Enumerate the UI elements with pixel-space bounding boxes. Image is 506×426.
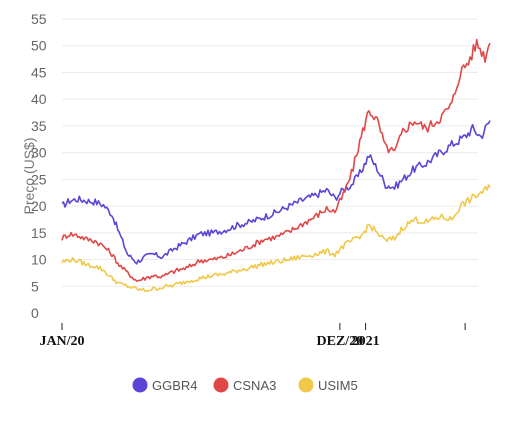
- y-tick-label: 35: [31, 118, 47, 134]
- legend-item-usim5[interactable]: USIM5: [298, 377, 358, 394]
- gridlines: [62, 18, 478, 287]
- legend-label: USIM5: [318, 378, 358, 393]
- legend-item-ggbr4[interactable]: GGBR4: [132, 377, 198, 394]
- y-tick-label: 5: [31, 278, 39, 294]
- y-tick-label: 15: [31, 225, 47, 241]
- legend-item-csna3[interactable]: CSNA3: [213, 377, 277, 394]
- legend-marker: [213, 377, 229, 393]
- series-line-ggbr4: [61, 120, 491, 265]
- series-line-usim5: [61, 184, 491, 293]
- y-tick-label: 30: [31, 145, 47, 161]
- legend-label: CSNA3: [233, 378, 276, 393]
- y-tick-label: 0: [31, 305, 39, 321]
- series-lines: [61, 38, 491, 293]
- legend-marker: [298, 377, 314, 393]
- y-tick-label: 55: [31, 11, 47, 27]
- y-tick-label: 50: [31, 38, 47, 54]
- legend-marker: [132, 377, 148, 393]
- legend-label: GGBR4: [152, 378, 198, 393]
- x-tick-label: 2021: [352, 334, 380, 349]
- y-tick-label: 40: [31, 91, 47, 107]
- legend: GGBR4 CSNA3 USIM5: [132, 377, 358, 394]
- y-axis-ticks: 0 5 10 15 20 25 30 35 40 45 50 55: [31, 11, 47, 321]
- series-line-csna3: [61, 38, 491, 282]
- y-axis-label: Preço (US$): [21, 137, 37, 214]
- y-tick-label: 45: [31, 64, 47, 80]
- y-tick-label: 10: [31, 252, 47, 268]
- x-tick-label: DEZ/20: [317, 334, 364, 349]
- x-tick-label: JAN/20: [39, 334, 84, 349]
- y-tick-label: 25: [31, 171, 47, 187]
- y-tick-label: 20: [31, 198, 47, 214]
